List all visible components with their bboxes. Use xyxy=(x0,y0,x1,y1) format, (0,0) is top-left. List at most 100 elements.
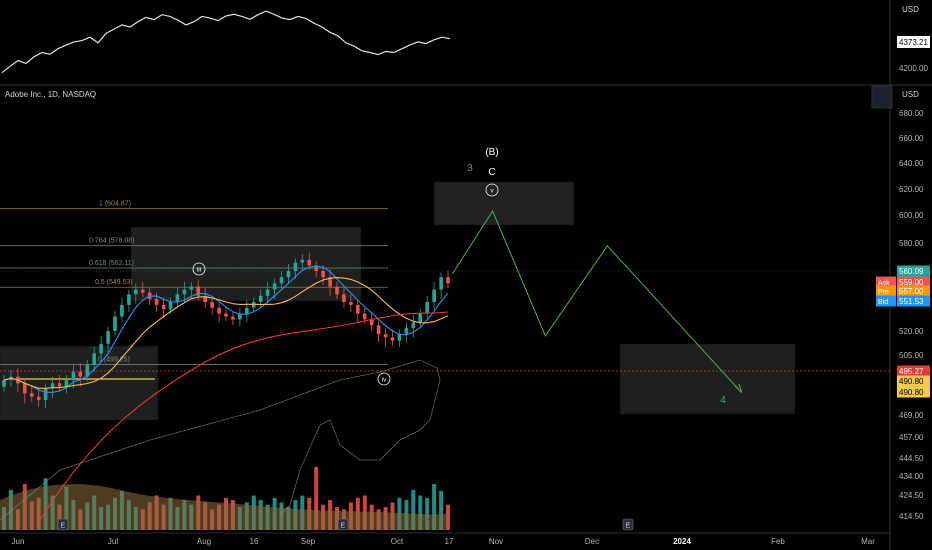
top-y-tick-label: 4200.00 xyxy=(899,64,928,73)
candle-body xyxy=(251,302,256,308)
top-price-tag-bg xyxy=(897,36,930,48)
earnings-event-label: E xyxy=(61,523,66,530)
candle-body xyxy=(203,295,207,302)
wave-circle xyxy=(377,372,391,386)
volume-bar xyxy=(418,495,423,530)
candle-body xyxy=(383,334,388,338)
candle-body xyxy=(425,302,429,314)
y-tick-label: 434.00 xyxy=(899,472,924,481)
price-tag-bg xyxy=(897,265,930,277)
candle-body xyxy=(446,277,450,284)
candle-body xyxy=(127,294,131,305)
candle-body xyxy=(175,294,180,303)
y-tick-label: 424.50 xyxy=(899,491,924,500)
fib-level-label: 0.618 (562.11) xyxy=(89,260,134,267)
earnings-event-marker xyxy=(57,518,69,531)
wave-label: 3 xyxy=(467,163,473,174)
candle-body xyxy=(342,294,346,303)
x-tick-label: Dec xyxy=(585,537,599,546)
x-tick-label: 17 xyxy=(445,537,454,546)
y-tick-label: 580.00 xyxy=(899,239,924,248)
x-tick-label: Oct xyxy=(391,537,404,546)
earnings-event-label: E xyxy=(341,523,346,530)
y-tick-label: 680.00 xyxy=(899,109,924,118)
price-tag-bg xyxy=(897,295,930,307)
price-tag-label: Ask xyxy=(878,280,890,287)
price-tag: 490.80 xyxy=(899,377,924,386)
price-tag: 551.53 xyxy=(899,297,924,306)
price-tag-bg xyxy=(897,276,930,288)
candle-body xyxy=(85,365,90,377)
price-tag: 490.80 xyxy=(899,388,924,397)
candle-body xyxy=(362,313,367,320)
x-tick-label: Mar xyxy=(861,537,875,546)
x-tick-label: Sep xyxy=(301,537,316,546)
candle-body xyxy=(293,262,298,271)
top-index-line xyxy=(1,10,451,74)
wave-label: iv xyxy=(382,377,387,384)
price-tag-bg xyxy=(897,365,930,377)
fib-level-label: 0.764 (578.08) xyxy=(89,238,135,245)
candle-body xyxy=(300,259,305,263)
price-tag-bg xyxy=(897,285,930,297)
y-tick-label: 660.00 xyxy=(899,134,924,143)
candle-body xyxy=(245,307,249,314)
earnings-event-marker xyxy=(337,518,349,531)
candle-body xyxy=(134,289,138,295)
y-tick-label: 520.00 xyxy=(899,327,924,336)
candle-body xyxy=(265,289,270,296)
candle-body xyxy=(64,380,69,387)
candle-body xyxy=(411,322,416,329)
ma-fast-line xyxy=(3,265,449,393)
wave-label: (B) xyxy=(485,147,498,158)
price-tag-bg xyxy=(897,375,930,387)
price-tag: 557.00 xyxy=(899,287,924,296)
candle-body xyxy=(258,295,263,302)
price-tag-label: Pre xyxy=(878,289,889,296)
candle-body xyxy=(418,313,422,323)
candle-body xyxy=(99,343,103,354)
candle-body xyxy=(210,302,214,308)
x-tick-label: Jul xyxy=(108,537,118,546)
candle-body xyxy=(71,371,76,380)
candle-body xyxy=(217,307,221,314)
candle-body xyxy=(238,313,242,320)
candle-body xyxy=(397,334,402,341)
earnings-event-label: E xyxy=(626,523,631,530)
price-tag: 560.09 xyxy=(899,267,924,276)
ma-slow-line xyxy=(39,311,449,521)
candle-body xyxy=(196,286,200,296)
candle-body xyxy=(439,277,443,290)
candle-body xyxy=(356,304,360,314)
candle-body xyxy=(231,316,235,320)
price-tag-bg xyxy=(897,386,930,398)
wave-label: iii xyxy=(197,267,201,274)
price-tag-label-bg xyxy=(876,285,896,297)
candle-body xyxy=(390,337,395,341)
range-box xyxy=(0,345,159,421)
candle-body xyxy=(404,328,409,335)
candle-body xyxy=(376,325,381,335)
candle-body xyxy=(224,313,228,317)
candle-body xyxy=(36,396,41,400)
volume-bar xyxy=(425,497,430,530)
volume-bar xyxy=(439,490,444,530)
fib-level-label: 0.5 (549.53) xyxy=(95,279,133,286)
projection-path xyxy=(451,210,742,393)
candle-body xyxy=(113,316,117,331)
candle-body xyxy=(328,277,332,287)
y-tick-label: 600.00 xyxy=(899,211,924,220)
wave-circle xyxy=(192,262,206,276)
volume-bar xyxy=(432,484,437,530)
price-tag-label: Bid xyxy=(878,299,888,306)
wave-label: 4 xyxy=(720,395,726,406)
candle-body xyxy=(140,289,145,293)
y-tick-label: 414.50 xyxy=(899,512,924,521)
candle-body xyxy=(23,383,27,394)
price-tag-label-bg xyxy=(876,276,896,288)
candle-body xyxy=(92,353,96,365)
candle-body xyxy=(286,271,291,278)
volume-bar xyxy=(411,489,416,531)
